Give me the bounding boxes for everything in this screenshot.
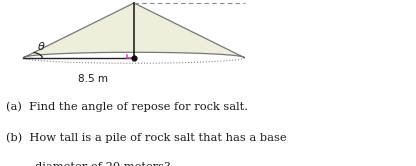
Text: 5.5 m: 5.5 m bbox=[146, 0, 176, 2]
Text: (a)  Find the angle of repose for rock salt.: (a) Find the angle of repose for rock sa… bbox=[6, 102, 248, 112]
Text: diameter of 20 meters?: diameter of 20 meters? bbox=[6, 162, 171, 166]
Text: 8.5 m: 8.5 m bbox=[78, 74, 108, 84]
Text: (b)  How tall is a pile of rock salt that has a base: (b) How tall is a pile of rock salt that… bbox=[6, 132, 287, 143]
Text: θ: θ bbox=[38, 42, 45, 52]
Polygon shape bbox=[23, 3, 245, 58]
